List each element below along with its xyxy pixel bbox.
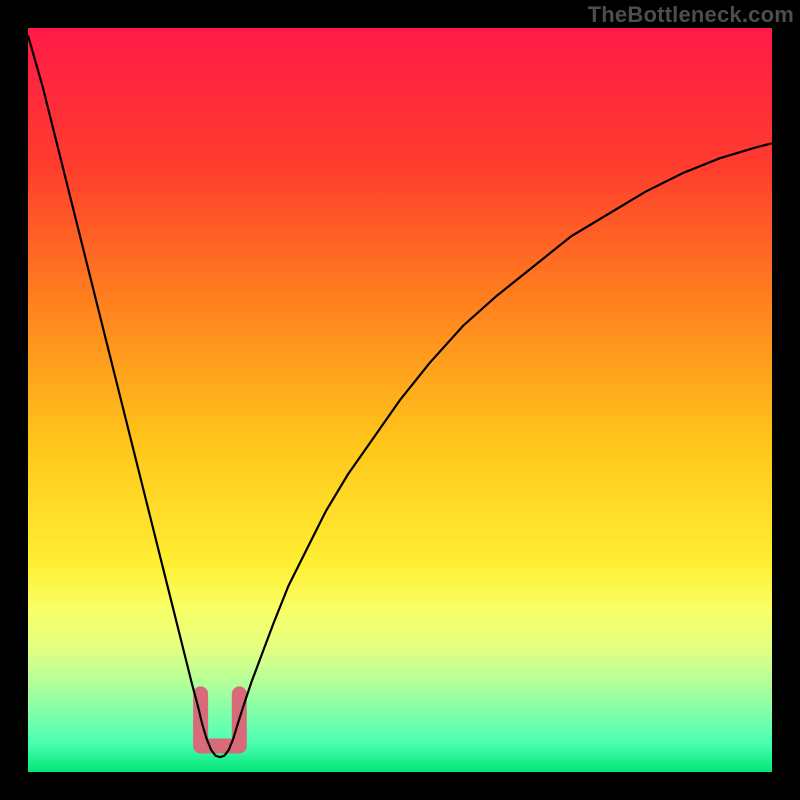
plot-area (28, 28, 772, 772)
chart-svg (28, 28, 772, 772)
bottleneck-curve (28, 35, 772, 757)
watermark-text: TheBottleneck.com (588, 2, 794, 28)
chart-frame: TheBottleneck.com (0, 0, 800, 800)
